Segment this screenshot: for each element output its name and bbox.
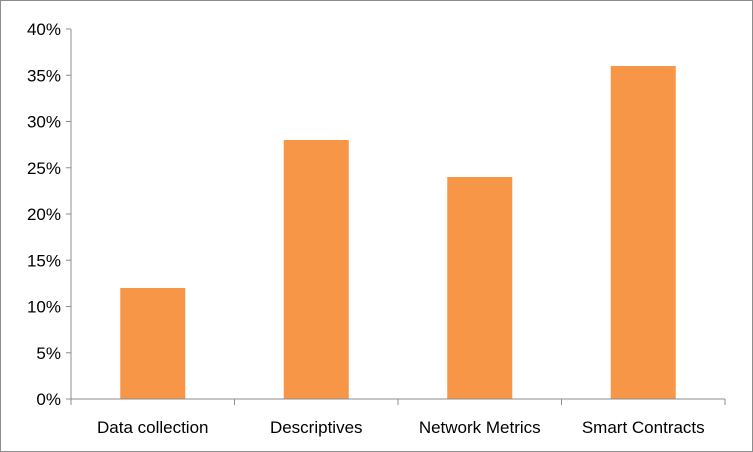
y-tick-label: 15% bbox=[27, 251, 61, 270]
bars bbox=[120, 66, 676, 399]
y-tick-label: 0% bbox=[36, 390, 61, 409]
bar bbox=[120, 288, 186, 399]
y-tick-label: 10% bbox=[27, 298, 61, 317]
x-category-label: Network Metrics bbox=[419, 418, 541, 437]
x-category-label: Data collection bbox=[97, 418, 209, 437]
y-tick-label: 5% bbox=[36, 344, 61, 363]
y-tick-label: 40% bbox=[27, 20, 61, 39]
x-category-label: Descriptives bbox=[270, 418, 363, 437]
x-axis-labels: Data collection Descriptives Network Metri… bbox=[97, 418, 705, 437]
bar bbox=[283, 140, 349, 399]
x-category-label: Smart Contracts bbox=[582, 418, 705, 437]
bar bbox=[447, 177, 513, 399]
x-axis-ticks bbox=[70, 399, 726, 405]
y-tick-label: 35% bbox=[27, 66, 61, 85]
y-tick-label: 25% bbox=[27, 159, 61, 178]
bar bbox=[610, 66, 676, 399]
y-tick-label: 20% bbox=[27, 205, 61, 224]
y-axis-ticks: 0% 5% 10% 15% 20% 25% 30% 35% 40% bbox=[27, 20, 71, 409]
y-tick-label: 30% bbox=[27, 113, 61, 132]
